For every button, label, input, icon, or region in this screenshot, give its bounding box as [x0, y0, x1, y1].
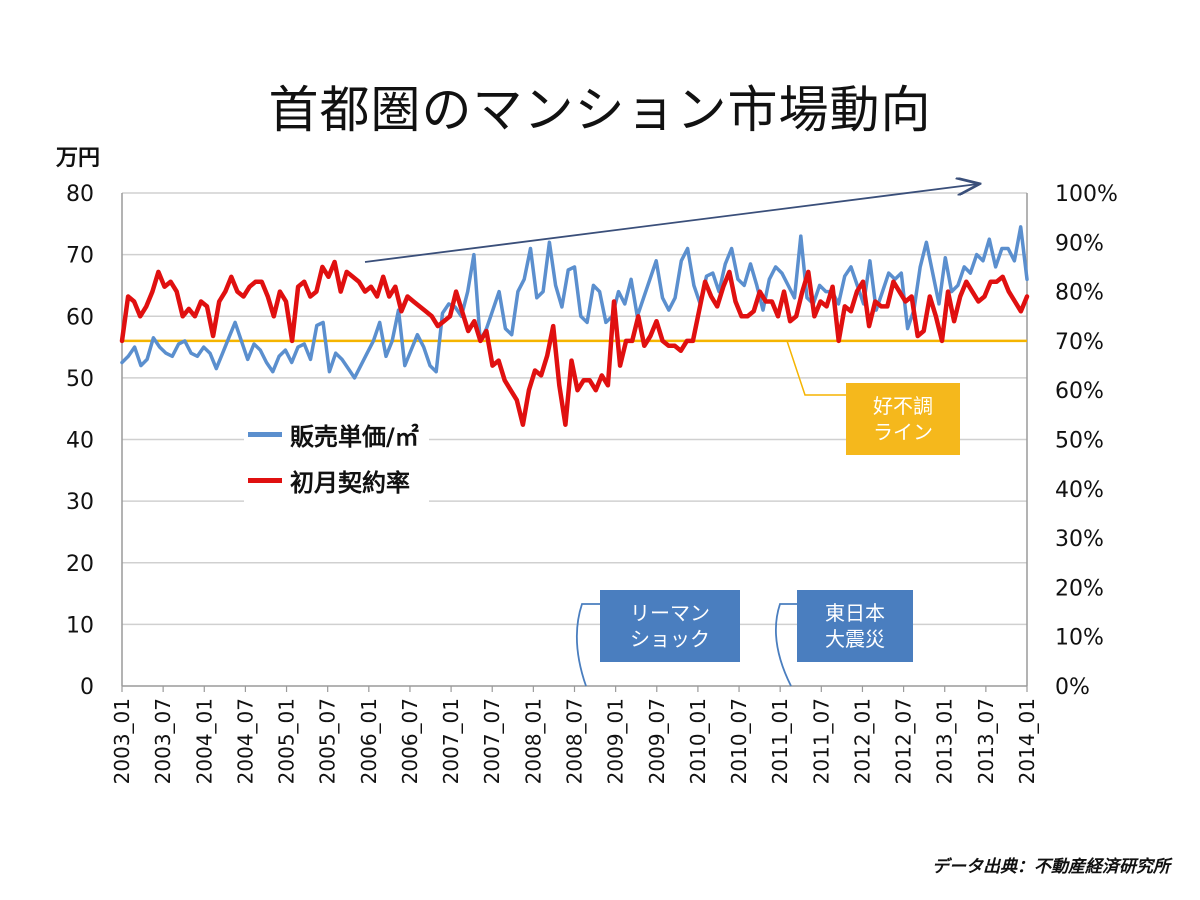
x-tick-label: 2010_01: [686, 698, 710, 784]
y-right-tick-label: 40%: [1055, 478, 1104, 503]
x-tick-label: 2005_01: [275, 698, 299, 784]
y-left-tick-label: 70: [66, 244, 94, 269]
x-tick-label: 2003_01: [110, 698, 134, 784]
y-left-tick-label: 30: [66, 490, 94, 515]
legend: 販売単価/㎡ 初月契約率: [244, 405, 429, 513]
boom-callout-connector: [786, 340, 846, 396]
legend-swatch-price: [248, 431, 282, 437]
trend-arrow: [364, 184, 978, 263]
earthquake-callout: 東日本 大震災: [797, 590, 913, 662]
x-tick-label: 2004_07: [233, 698, 257, 784]
y-right-tick-label: 50%: [1055, 429, 1104, 454]
x-tick-label: 2003_07: [151, 698, 175, 784]
y-left-tick-label: 40: [66, 429, 94, 454]
y-right-tick-label: 100%: [1055, 182, 1118, 207]
x-tick-label: 2011_01: [768, 698, 792, 784]
y-left-tick-label: 20: [66, 552, 94, 577]
y-right-tick-label: 20%: [1055, 576, 1104, 601]
x-tick-label: 2013_01: [933, 698, 957, 784]
y-left-tick-label: 80: [66, 182, 94, 207]
x-tick-label: 2011_07: [809, 698, 833, 784]
legend-item-price: 販売単価/㎡: [248, 411, 419, 457]
legend-label-price: 販売単価/㎡: [290, 422, 419, 451]
left-axis-unit: 万円: [56, 146, 101, 171]
x-tick-label: 2010_07: [727, 698, 751, 784]
x-tick-label: 2006_01: [357, 698, 381, 784]
y-left-tick-label: 10: [66, 613, 94, 638]
y-right-tick-label: 60%: [1055, 379, 1104, 404]
y-right-tick-label: 30%: [1055, 527, 1104, 552]
series-line-rate: [119, 259, 1030, 427]
x-tick-label: 2006_07: [398, 698, 422, 784]
series-line-price: [120, 225, 1029, 380]
y-left-tick-label: 0: [80, 675, 94, 700]
y-right-tick-label: 0%: [1055, 675, 1090, 700]
data-source: データ出典：不動産経済研究所: [932, 857, 1170, 877]
y-left-tick-label: 50: [66, 367, 94, 392]
y-right-tick-label: 80%: [1055, 281, 1104, 306]
x-tick-label: 2009_01: [604, 698, 628, 784]
y-right-tick-label: 10%: [1055, 626, 1104, 651]
x-tick-label: 2013_07: [974, 698, 998, 784]
x-tick-label: 2005_07: [316, 698, 340, 784]
x-tick-label: 2007_07: [480, 698, 504, 784]
y-right-tick-label: 70%: [1055, 330, 1104, 355]
lehman-callout-connector: [575, 603, 600, 687]
x-tick-label: 2004_01: [192, 698, 216, 784]
chart-title: 首都圏のマンション市場動向: [268, 81, 932, 139]
legend-label-rate: 初月契約率: [290, 468, 410, 497]
y-left-tick-label: 60: [66, 305, 94, 330]
x-tick-label: 2007_01: [439, 698, 463, 784]
x-tick-label: 2014_01: [1015, 698, 1039, 784]
lehman-callout: リーマン ショック: [600, 590, 740, 662]
x-tick-label: 2008_07: [563, 698, 587, 784]
legend-item-rate: 初月契約率: [248, 457, 419, 503]
earthquake-callout-connector: [775, 603, 797, 687]
y-right-tick-label: 90%: [1055, 231, 1104, 256]
x-tick-label: 2012_07: [892, 698, 916, 784]
x-tick-label: 2012_01: [850, 698, 874, 784]
legend-swatch-rate: [248, 477, 282, 483]
x-tick-label: 2008_01: [521, 698, 545, 784]
x-tick-label: 2009_07: [645, 698, 669, 784]
boom-line-callout: 好不調 ライン: [846, 383, 960, 455]
